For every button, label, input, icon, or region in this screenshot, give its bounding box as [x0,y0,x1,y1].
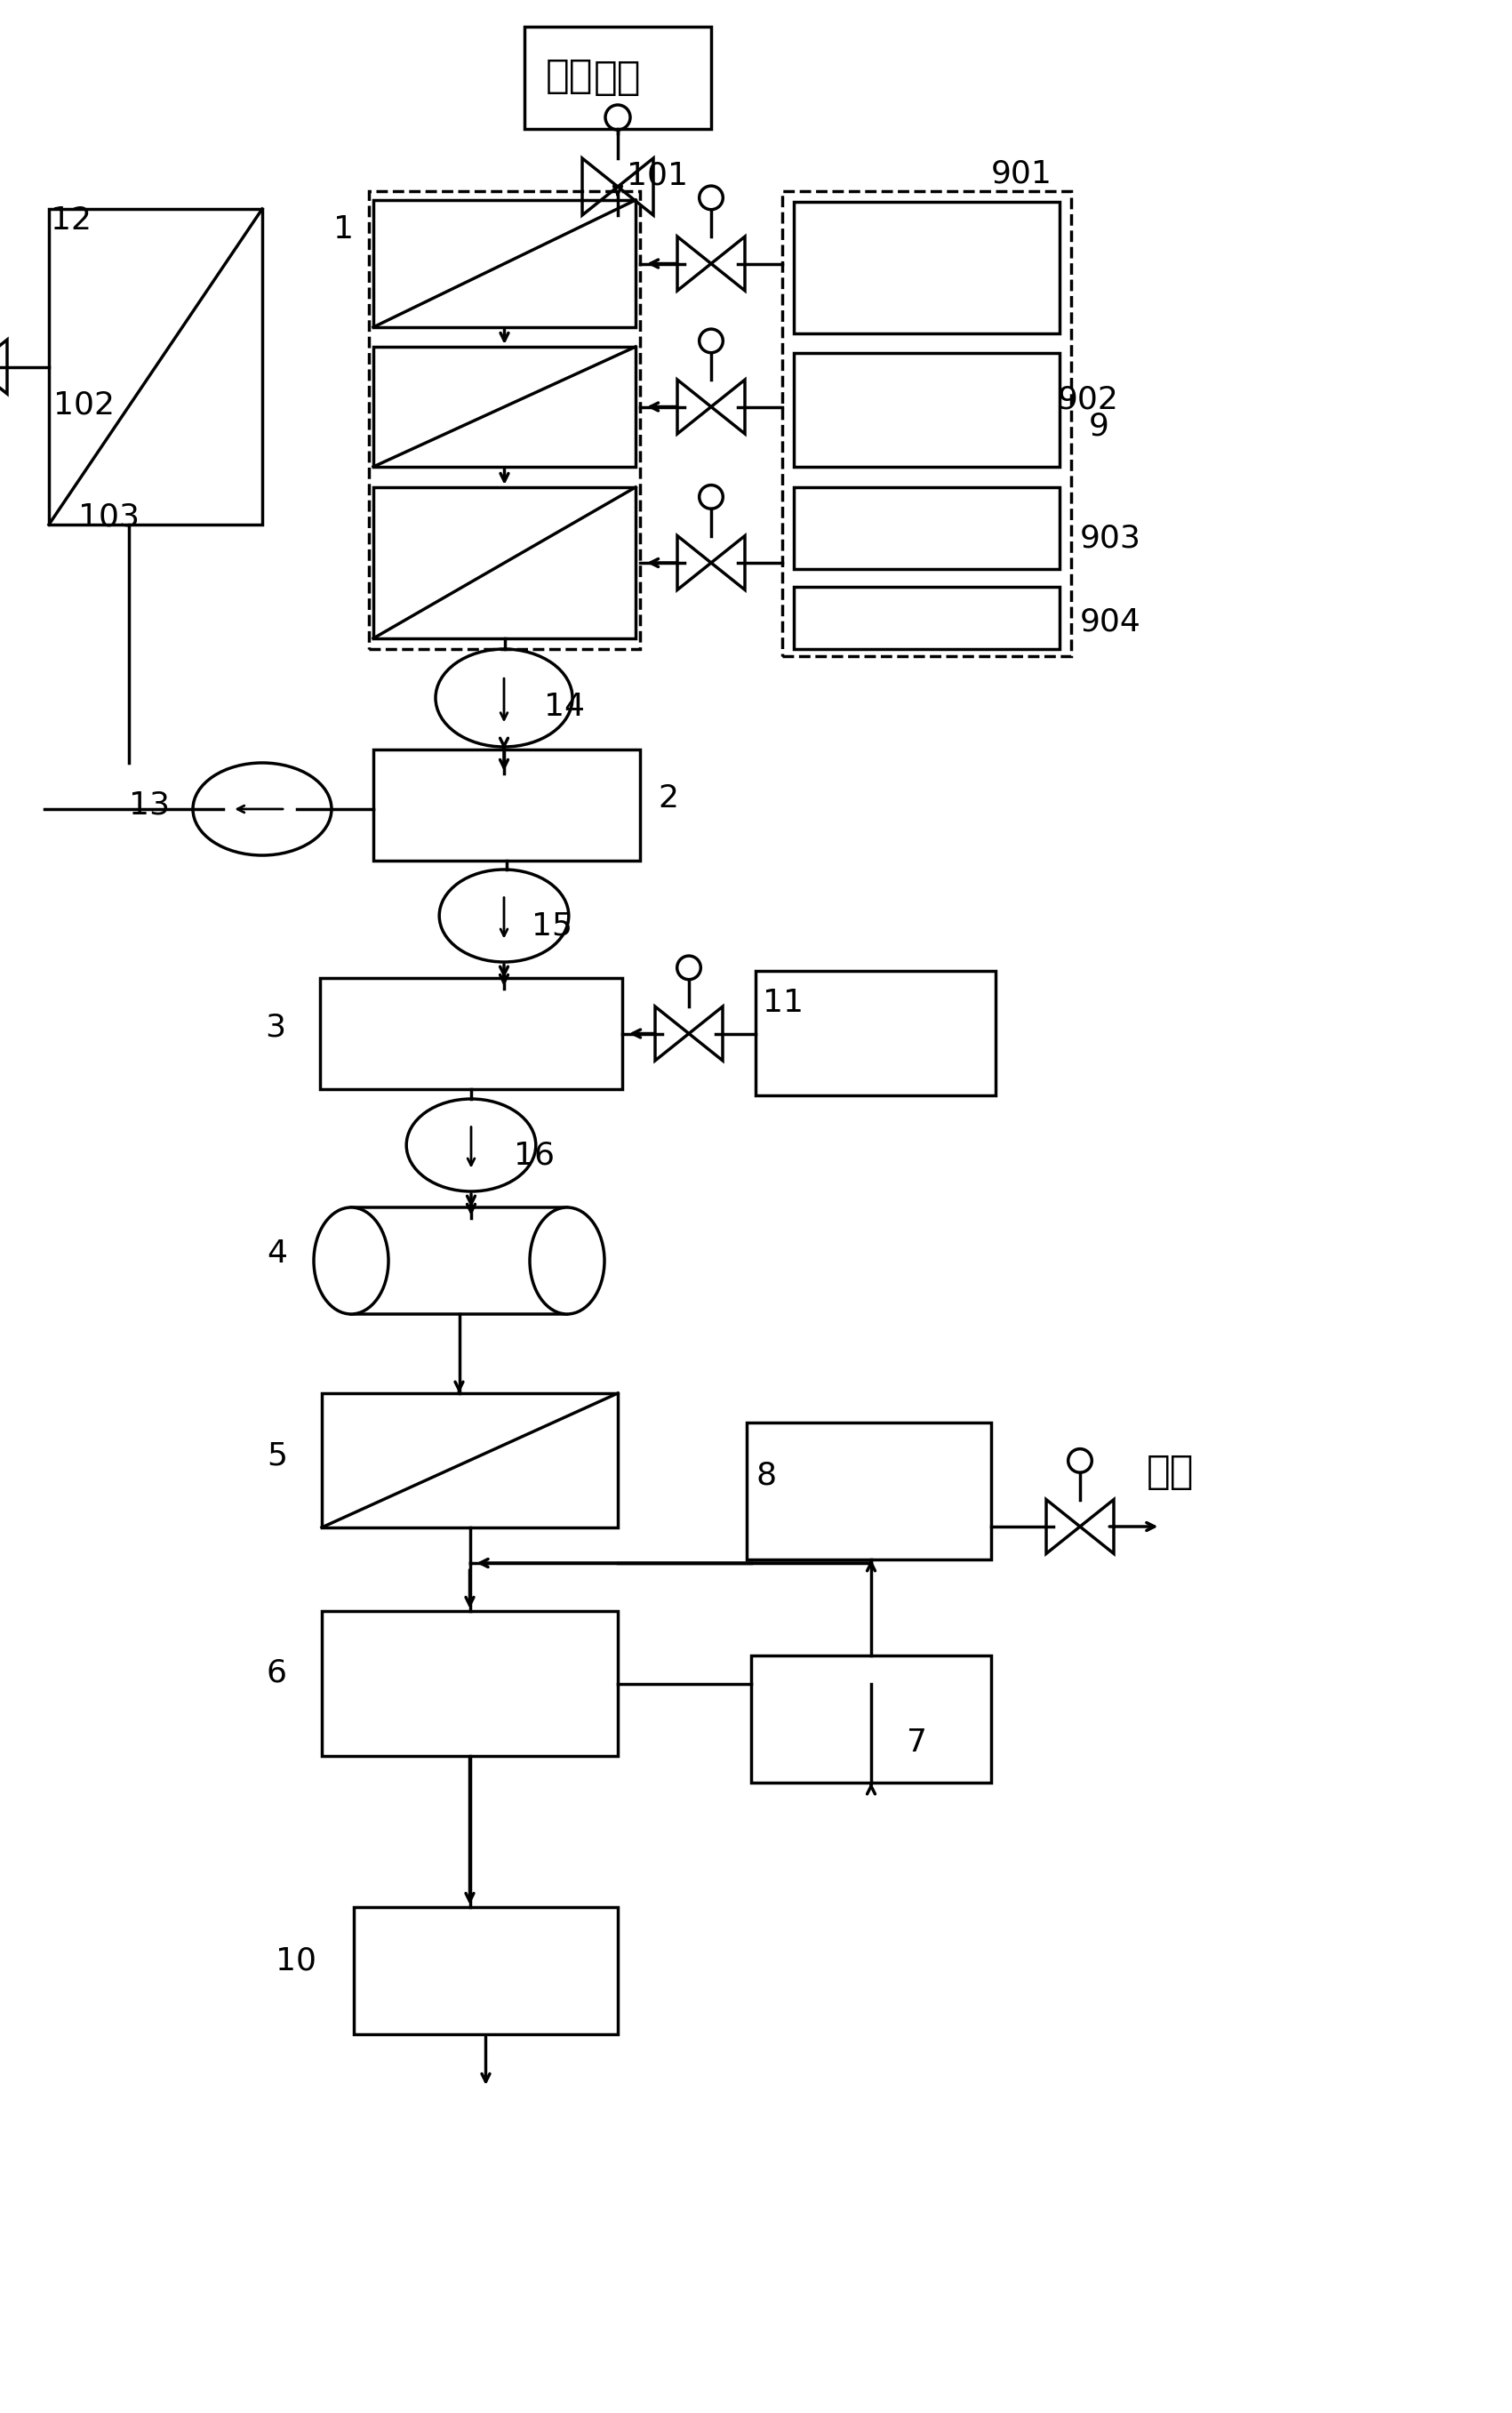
Text: 4: 4 [266,1238,287,1269]
Bar [48,210,262,524]
Text: 902: 902 [1058,386,1119,415]
Text: 903: 903 [1080,524,1142,553]
Bar [794,487,1060,569]
Text: 901: 901 [990,159,1052,188]
Ellipse shape [314,1206,389,1315]
Bar [751,1655,990,1783]
Text: 13: 13 [129,789,169,820]
Text: 8: 8 [756,1460,776,1491]
Bar [794,352,1060,466]
Text: 16: 16 [514,1141,555,1170]
Bar [756,970,995,1096]
Bar [369,191,640,649]
Text: 15: 15 [532,912,573,941]
Ellipse shape [529,1206,605,1315]
Text: 103: 103 [79,502,139,533]
Bar [373,750,640,861]
Bar [321,977,623,1088]
Bar [373,200,635,328]
Text: 11: 11 [762,987,803,1018]
Text: 2: 2 [658,784,679,813]
Bar [322,1392,618,1527]
Text: 废水: 废水 [546,55,593,94]
Text: 102: 102 [53,388,115,420]
Bar [354,1906,618,2034]
Bar [322,1612,618,1757]
Text: 14: 14 [544,693,585,721]
FancyBboxPatch shape [351,1206,567,1315]
Text: 废水: 废水 [594,58,641,97]
Text: 101: 101 [626,162,688,191]
Text: 12: 12 [51,205,92,236]
Text: 7: 7 [907,1728,927,1757]
Text: 3: 3 [265,1011,286,1042]
Bar [373,347,635,466]
Bar [794,586,1060,649]
Text: 1: 1 [333,215,354,244]
Text: 9: 9 [1089,413,1110,442]
Bar [525,27,711,128]
Bar [794,203,1060,333]
Text: 6: 6 [266,1658,287,1689]
Text: 回用: 回用 [1146,1453,1194,1491]
Text: 904: 904 [1080,608,1142,637]
Bar [747,1424,990,1559]
Bar [782,191,1070,656]
Text: 5: 5 [266,1441,287,1472]
Bar [373,487,635,639]
Text: 10: 10 [275,1945,316,1976]
